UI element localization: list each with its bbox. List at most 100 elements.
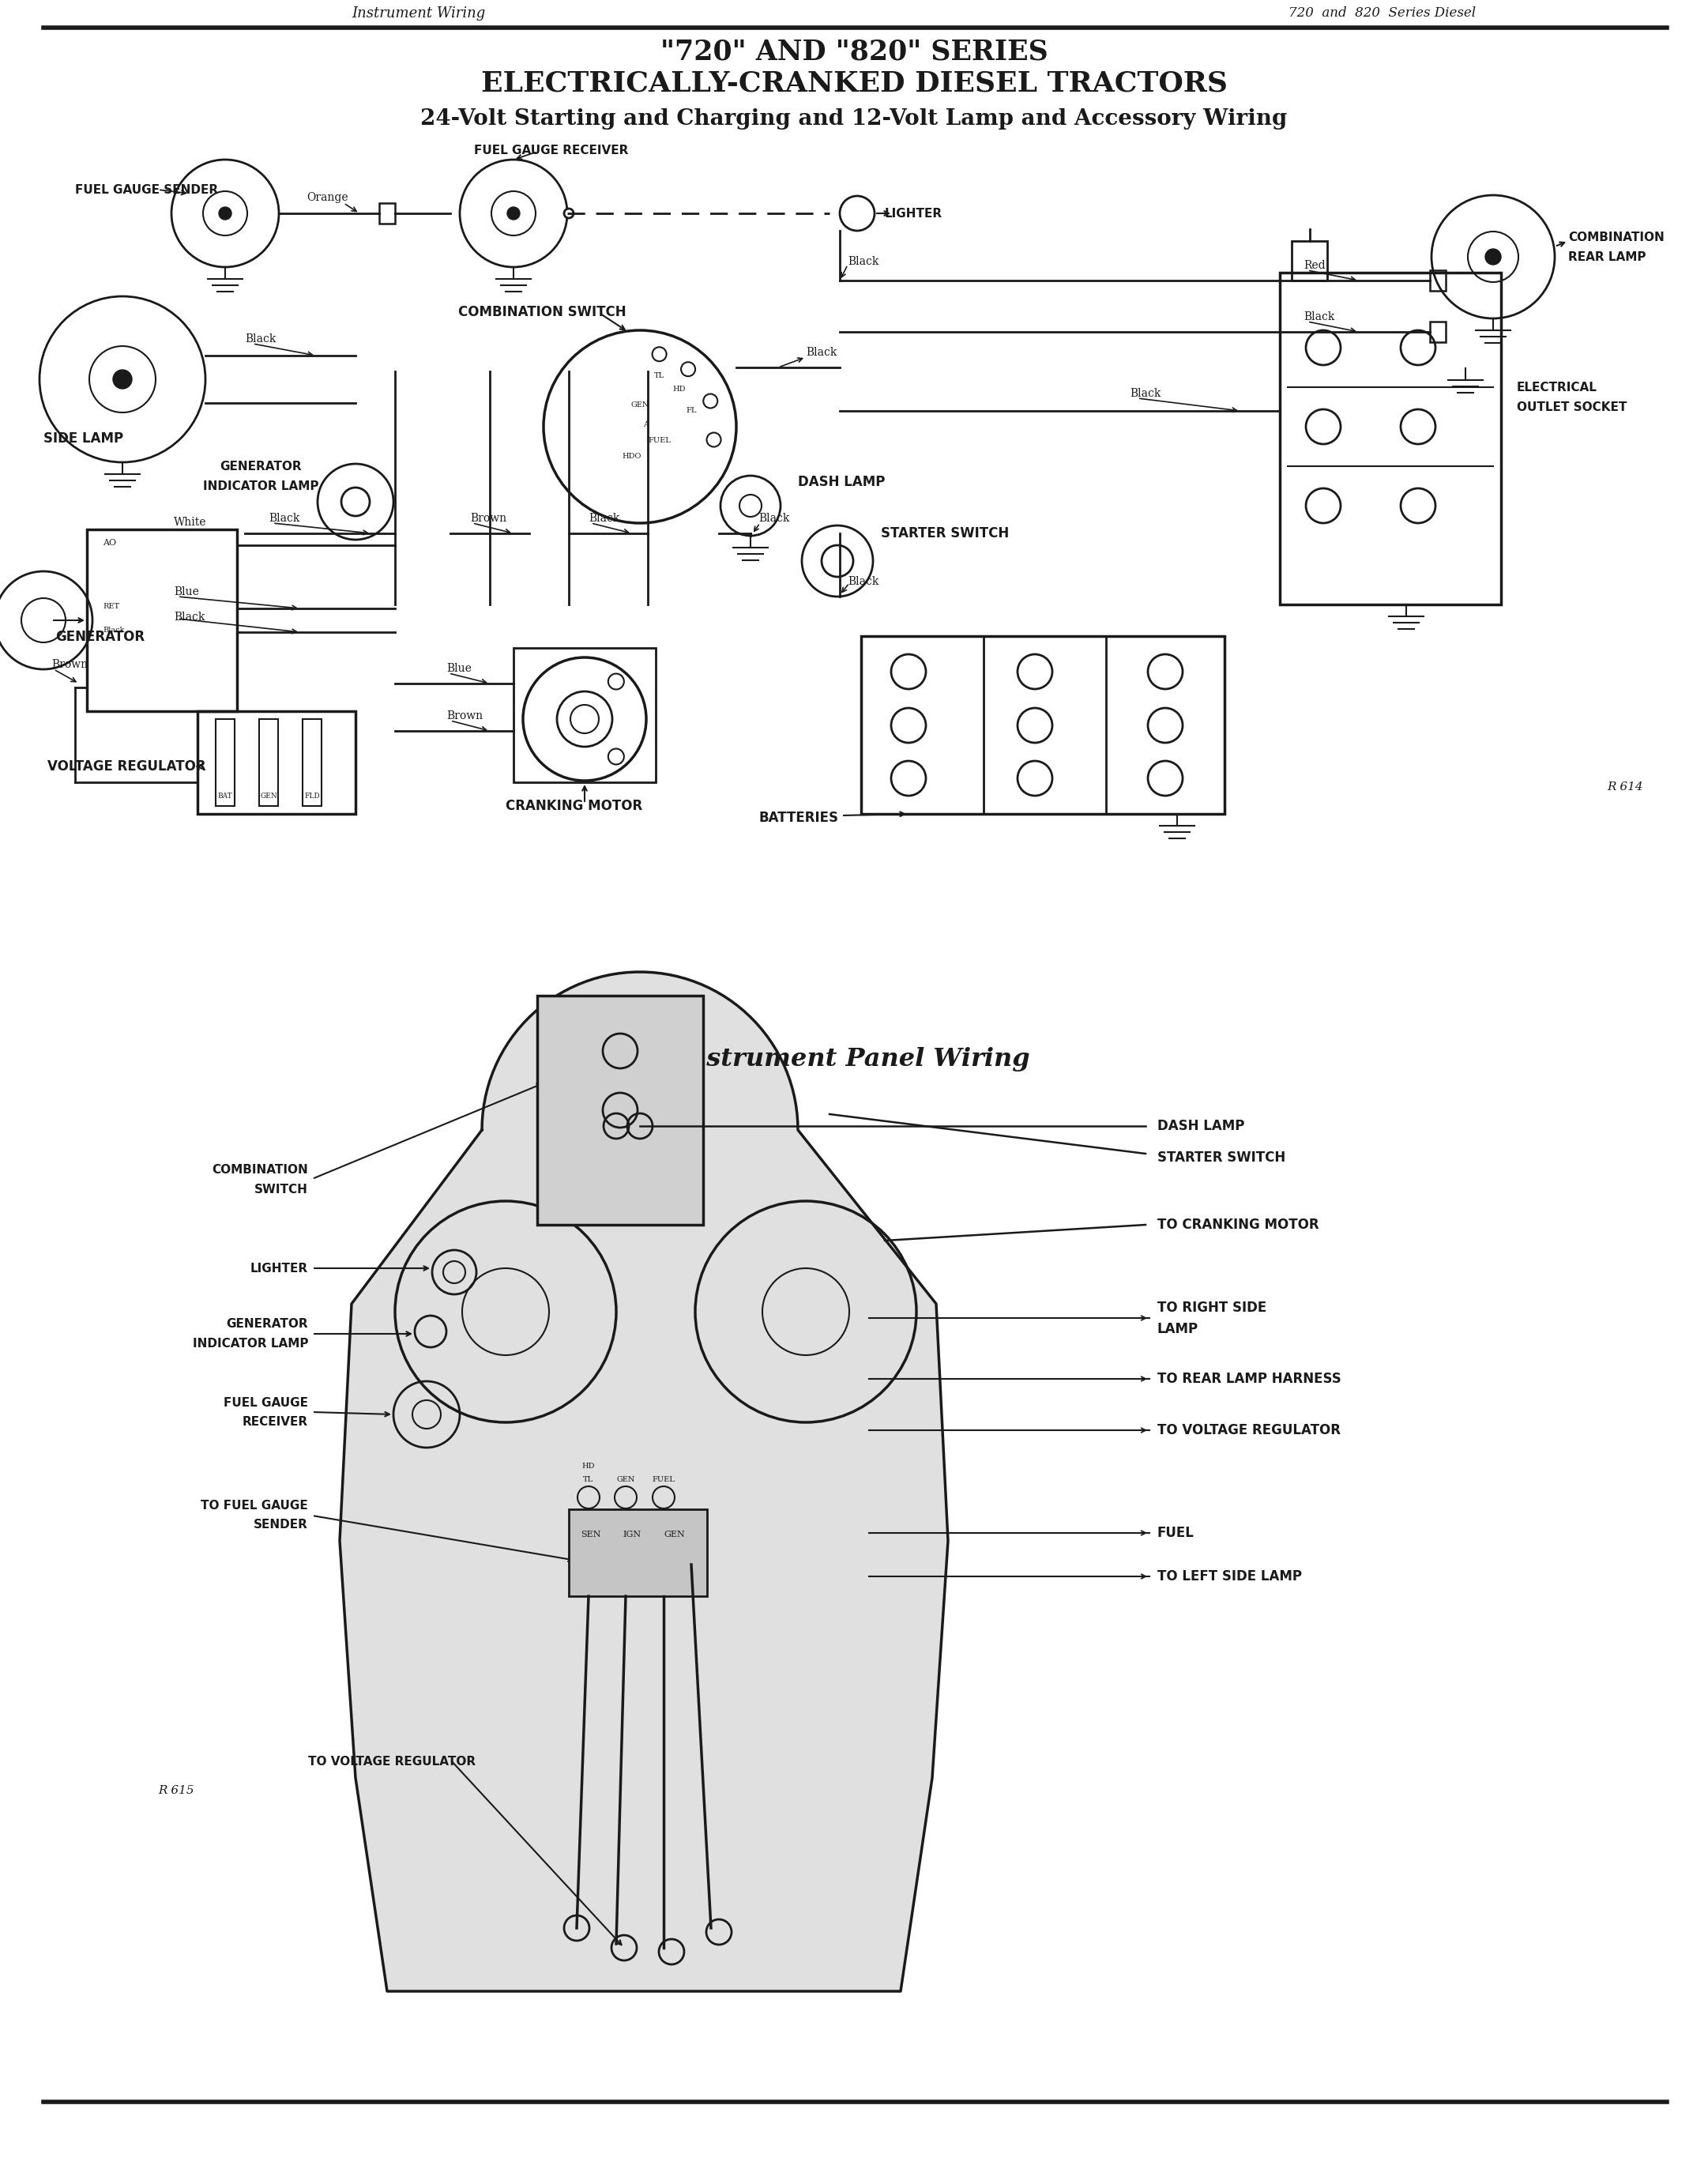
Text: INDICATOR LAMP: INDICATOR LAMP [203,480,319,491]
Text: HD: HD [673,385,687,393]
Text: Black: Black [847,256,880,267]
Text: FLD: FLD [304,793,319,800]
Bar [379,202,395,224]
Text: STARTER SWITCH: STARTER SWITCH [881,526,1009,541]
Bar [302,719,321,806]
Text: FL: FL [687,406,697,415]
Text: OUTLET SOCKET: OUTLET SOCKET [1517,402,1628,413]
Circle shape [557,691,611,748]
Text: BAT: BAT [219,793,232,800]
Text: TO VOLTAGE REGULATOR: TO VOLTAGE REGULATOR [307,1756,477,1769]
Bar [1430,269,1445,291]
Bar [538,995,704,1226]
Text: GEN: GEN [664,1530,685,1538]
Text: Orange: Orange [307,191,348,202]
Circle shape [219,206,232,219]
Bar [569,1510,707,1597]
Text: FUEL GAUGE SENDER: FUEL GAUGE SENDER [75,185,219,196]
Text: TO LEFT SIDE LAMP: TO LEFT SIDE LAMP [1158,1569,1301,1584]
Text: TL: TL [654,372,664,380]
Text: Instrument Wiring: Instrument Wiring [352,7,485,20]
Bar [861,637,1225,815]
Text: Black: Black [847,576,880,587]
Bar [87,530,237,711]
Text: GENERATOR: GENERATOR [225,1317,307,1330]
Bar [1279,272,1501,604]
Text: GEN: GEN [617,1475,635,1484]
Text: RECEIVER: RECEIVER [243,1417,307,1428]
Bar [1430,322,1445,341]
Text: SENDER: SENDER [254,1519,307,1532]
Text: Blue: Blue [174,587,200,598]
Text: DASH LAMP: DASH LAMP [1158,1119,1245,1132]
Circle shape [564,209,574,217]
Text: Black: Black [268,513,299,524]
Text: VOLTAGE REGULATOR: VOLTAGE REGULATOR [48,758,207,774]
Circle shape [1486,250,1501,265]
Text: COMBINATION: COMBINATION [212,1163,307,1176]
Text: Black: Black [1129,389,1161,400]
Text: ELECTRICAL: ELECTRICAL [1517,380,1597,393]
Text: Black: Black [174,611,205,624]
Text: BATTERIES: BATTERIES [758,811,839,826]
Text: SIDE LAMP: SIDE LAMP [43,432,123,445]
Text: TO CRANKING MOTOR: TO CRANKING MOTOR [1158,1217,1319,1232]
Text: DASH LAMP: DASH LAMP [798,476,885,489]
Text: Red: Red [1303,261,1325,272]
Text: Brown: Brown [446,711,483,721]
Text: FUEL: FUEL [652,1475,675,1484]
Text: INDICATOR LAMP: INDICATOR LAMP [193,1336,307,1349]
Text: CRANKING MOTOR: CRANKING MOTOR [506,800,642,813]
Polygon shape [340,971,948,1990]
Text: IGN: IGN [622,1530,640,1538]
Text: HDO: HDO [622,452,642,461]
Bar [198,711,355,815]
Text: SWITCH: SWITCH [254,1184,307,1195]
Text: A: A [644,422,649,428]
Circle shape [342,487,369,515]
Text: TO REAR LAMP HARNESS: TO REAR LAMP HARNESS [1158,1371,1341,1386]
Bar [260,719,278,806]
Text: LIGHTER: LIGHTER [885,206,943,219]
Text: GEN: GEN [630,402,649,409]
Text: FUEL GAUGE RECEIVER: FUEL GAUGE RECEIVER [475,143,629,156]
Text: Black: Black [1303,311,1334,322]
Text: White: White [174,517,207,528]
Text: GEN: GEN [260,793,277,800]
Text: GENERATOR: GENERATOR [220,461,302,472]
Bar [1291,241,1327,280]
Text: R 615: R 615 [159,1784,195,1797]
Circle shape [822,545,854,576]
Text: Brown: Brown [51,658,87,669]
Text: AO: AO [102,539,116,548]
Text: TL: TL [584,1475,594,1484]
Text: TO FUEL GAUGE: TO FUEL GAUGE [202,1499,307,1510]
Text: ELECTRICALLY-CRANKED DIESEL TRACTORS: ELECTRICALLY-CRANKED DIESEL TRACTORS [480,70,1228,96]
Text: COMBINATION: COMBINATION [1568,230,1664,243]
Text: FUEL: FUEL [649,437,671,443]
Text: LAMP: LAMP [1158,1321,1199,1336]
Text: RET: RET [102,602,120,611]
Text: Instrument Panel Wiring: Instrument Panel Wiring [676,1047,1032,1071]
Text: SEN: SEN [581,1530,601,1538]
Circle shape [113,369,132,389]
Text: Black: Black [244,332,277,346]
Circle shape [507,206,519,219]
Text: Black: Black [102,626,125,635]
Bar [215,719,234,806]
Text: Blue: Blue [446,663,471,674]
Text: Black: Black [589,513,620,524]
Text: Black: Black [806,348,837,359]
Text: STARTER SWITCH: STARTER SWITCH [1158,1150,1286,1165]
Text: REAR LAMP: REAR LAMP [1568,250,1647,263]
Text: 24-Volt Starting and Charging and 12-Volt Lamp and Accessory Wiring: 24-Volt Starting and Charging and 12-Vol… [420,109,1288,128]
Text: R 614: R 614 [1607,782,1643,793]
Text: TO VOLTAGE REGULATOR: TO VOLTAGE REGULATOR [1158,1423,1341,1436]
Text: "720" AND "820" SERIES: "720" AND "820" SERIES [661,37,1047,65]
Text: Brown: Brown [470,513,507,524]
Text: TO RIGHT SIDE: TO RIGHT SIDE [1158,1302,1267,1315]
Text: GENERATOR: GENERATOR [55,630,145,643]
Circle shape [740,495,762,517]
Text: COMBINATION SWITCH: COMBINATION SWITCH [458,304,627,319]
Text: FUEL GAUGE: FUEL GAUGE [224,1397,307,1408]
